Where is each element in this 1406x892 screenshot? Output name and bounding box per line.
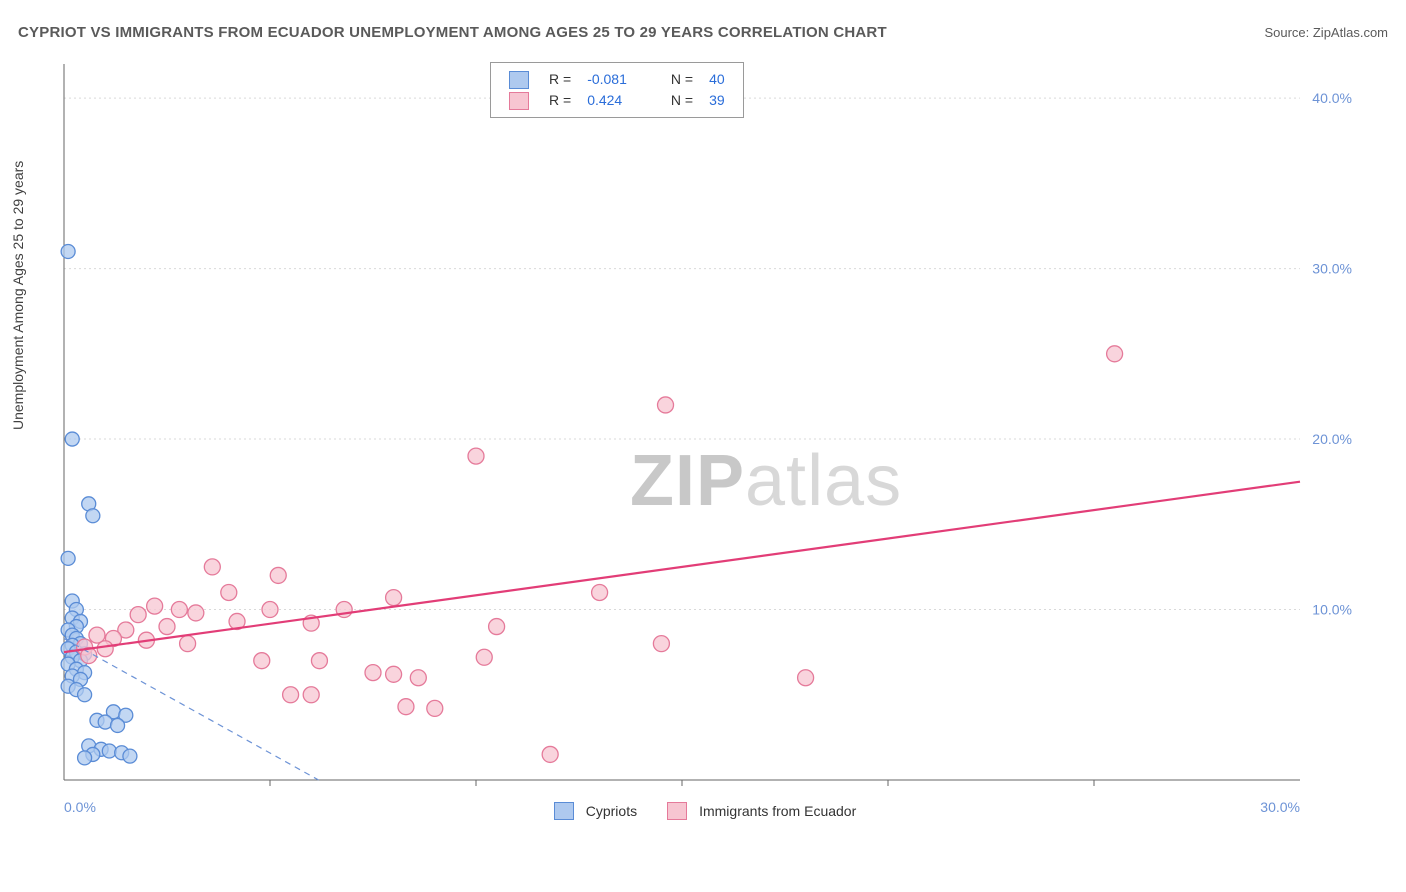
svg-text:10.0%: 10.0% [1312, 602, 1352, 618]
chart-canvas: 10.0%20.0%30.0%40.0%0.0%30.0% [50, 60, 1360, 820]
legend-item: Immigrants from Ecuador [667, 802, 856, 820]
corr-n-label: N = [663, 69, 701, 90]
correlation-legend: R = -0.081 N = 40 R = 0.424 N = 39 [490, 62, 744, 118]
svg-text:30.0%: 30.0% [1312, 261, 1352, 277]
correlation-row: R = 0.424 N = 39 [501, 90, 733, 111]
legend-swatch [667, 802, 687, 820]
legend-label: Immigrants from Ecuador [699, 803, 856, 819]
y-axis-label: Unemployment Among Ages 25 to 29 years [10, 161, 26, 430]
svg-text:40.0%: 40.0% [1312, 90, 1352, 106]
corr-r-value: 0.424 [579, 90, 635, 111]
legend-swatch [554, 802, 574, 820]
corr-n-label: N = [663, 90, 701, 111]
series-legend: Cypriots Immigrants from Ecuador [50, 802, 1360, 820]
corr-r-label: R = [541, 90, 579, 111]
source-label: Source: ZipAtlas.com [1264, 25, 1388, 40]
svg-text:20.0%: 20.0% [1312, 431, 1352, 447]
legend-item: Cypriots [554, 802, 637, 820]
corr-n-value: 40 [701, 69, 733, 90]
corr-n-value: 39 [701, 90, 733, 111]
scatter-plot: 10.0%20.0%30.0%40.0%0.0%30.0% ZIPatlas R… [50, 60, 1360, 820]
correlation-row: R = -0.081 N = 40 [501, 69, 733, 90]
corr-r-label: R = [541, 69, 579, 90]
legend-swatch [509, 92, 529, 110]
legend-label: Cypriots [586, 803, 637, 819]
legend-swatch [509, 71, 529, 89]
corr-r-value: -0.081 [579, 69, 635, 90]
chart-title: CYPRIOT VS IMMIGRANTS FROM ECUADOR UNEMP… [18, 24, 887, 41]
